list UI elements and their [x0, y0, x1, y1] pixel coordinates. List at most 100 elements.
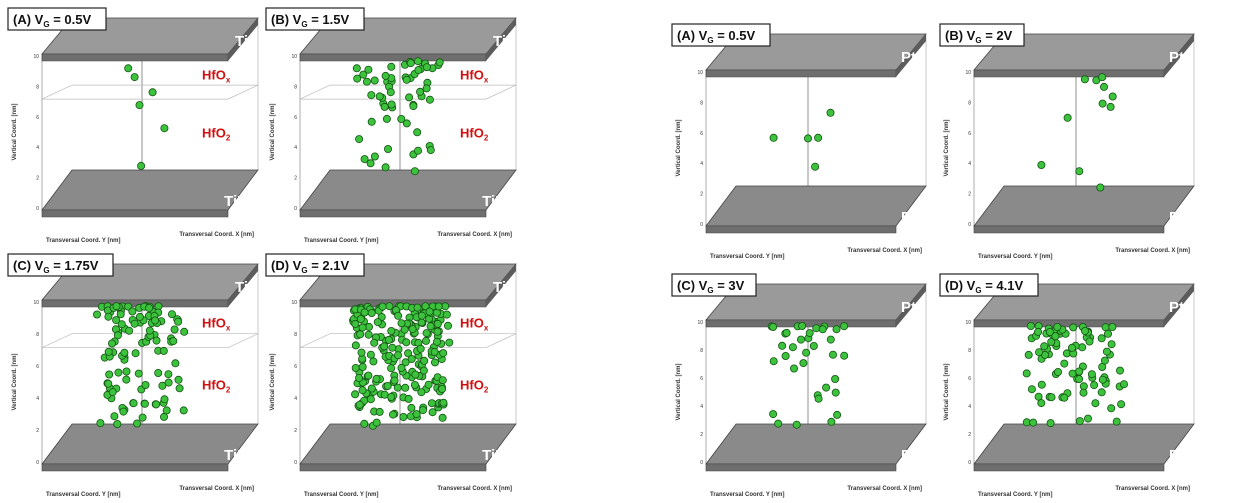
vacancy-particle — [138, 413, 147, 422]
vacancy-particle — [404, 349, 413, 358]
y-tick: 8 — [36, 332, 39, 338]
y-tick: 4 — [36, 396, 39, 402]
vacancy-particle — [1098, 375, 1107, 384]
vacancy-particle — [364, 371, 373, 380]
vacancy-particle — [105, 370, 114, 379]
vacancy-particle — [442, 310, 451, 319]
title-box — [671, 273, 757, 297]
top-electrode-side — [228, 18, 258, 61]
y-tick: 8 — [36, 84, 39, 90]
y-axis-label: Vertical Coord. [nm] — [12, 103, 18, 160]
bottom-electrode-side — [705, 463, 897, 472]
vacancy-particle — [417, 311, 426, 320]
vacancy-particle — [362, 77, 371, 86]
vacancy-particle — [120, 348, 129, 357]
vacancy-particle — [435, 58, 444, 67]
vacancy-particle — [831, 388, 840, 397]
y-tick: 6 — [968, 131, 971, 137]
bottom-metal-label: TiN — [482, 447, 506, 464]
vacancy-particle — [1100, 356, 1109, 365]
y-tick: 2 — [700, 432, 703, 438]
vacancy-particle — [1091, 399, 1100, 408]
vacancy-particle — [774, 419, 783, 428]
bottom-electrode-side — [41, 209, 229, 218]
vacancy-particle — [356, 315, 365, 324]
vacancy-particle — [158, 381, 167, 390]
y-tick: 0 — [700, 460, 703, 466]
vacancy-particle — [418, 406, 427, 415]
y-tick: 4 — [968, 404, 971, 410]
title-box — [7, 7, 107, 31]
vacancy-particle — [822, 383, 831, 392]
vacancy-particle — [130, 319, 139, 328]
x-axis-label-x: Transversal Coord. X [nm] — [437, 486, 512, 492]
vacancy-particle — [110, 412, 119, 421]
vacancy-particle — [421, 336, 430, 345]
layer-label: HfO2 — [202, 126, 231, 143]
vacancy-particle — [175, 384, 184, 393]
x-axis-label-x: Transversal Coord. X [nm] — [1115, 486, 1190, 492]
panel-ti-tin-0: 10 8 6 4 2 0 Vertical Coord. [nm] Transversal C… — [7, 7, 259, 244]
vacancy-particle — [358, 323, 367, 332]
vacancy-particle — [1029, 418, 1038, 427]
vacancy-particle — [387, 62, 396, 71]
vacancy-particle — [840, 351, 849, 360]
vacancy-particle — [1090, 381, 1099, 390]
bottom-electrode-side — [705, 225, 897, 234]
vacancy-particle — [387, 100, 396, 109]
panel-pt-pt-2: 10 8 6 4 2 0 Vertical Coord. [nm] Transversal C… — [671, 273, 927, 498]
layer-label-sub: 2 — [484, 134, 489, 143]
y-tick: 4 — [36, 145, 39, 151]
vacancy-particle — [180, 327, 189, 336]
y-tick: 8 — [968, 348, 971, 354]
panel-title: (D) VG = 4.1V — [939, 273, 1039, 297]
vacancy-particle — [351, 341, 360, 350]
vacancy-particle — [171, 359, 180, 368]
vacancy-particle — [159, 346, 168, 355]
y-tick: 2 — [36, 428, 39, 434]
vacancy-particle — [1024, 350, 1033, 359]
vacancy-particle — [364, 65, 373, 74]
title-tag: (A) V — [677, 28, 708, 43]
top-metal-label: Ti — [493, 279, 506, 296]
vacancy-particle — [117, 320, 126, 329]
panel-pt-pt-0: 10 8 6 4 2 0 Vertical Coord. [nm] Transversal C… — [671, 23, 927, 260]
vacancy-particle — [445, 338, 454, 347]
vacancy-particle — [1096, 183, 1105, 192]
layer-label: HfOx — [460, 68, 489, 85]
vacancy-particle — [430, 347, 439, 356]
layer-label-sub: 2 — [484, 385, 489, 394]
y-tick: 4 — [294, 145, 297, 151]
vacancy-particle — [1068, 369, 1077, 378]
vacancy-particle — [1108, 92, 1117, 101]
title-sub: G — [301, 20, 307, 29]
vacancy-particle — [1087, 370, 1096, 379]
panel-title: (A) VG = 0.5V — [671, 23, 771, 47]
bottom-electrode-side — [973, 463, 1165, 472]
vacancy-particle — [1037, 380, 1046, 389]
y-tick: 0 — [36, 206, 39, 212]
layer-label-main: HfO — [202, 377, 226, 392]
vacancy-particle — [439, 349, 448, 358]
panel-title: (B) VG = 1.5V — [265, 7, 365, 31]
layer-label-sub: x — [484, 76, 489, 85]
vacancy-particle — [424, 380, 433, 389]
x-axis-label-y: Transversal Coord. Y [nm] — [46, 492, 120, 498]
y-tick: 2 — [36, 176, 39, 182]
vacancy-particle — [167, 310, 176, 319]
y-tick: 10 — [697, 320, 703, 326]
vacancy-particle — [1104, 329, 1113, 338]
vacancy-particle — [104, 312, 113, 321]
title-box — [671, 23, 771, 47]
vacancy-particle — [1035, 348, 1044, 357]
vacancy-particle — [422, 84, 431, 93]
layer-label-sub: x — [226, 323, 231, 332]
vacancy-particle — [135, 101, 144, 110]
vacancy-particle — [407, 403, 416, 412]
vacancy-particle — [413, 57, 422, 66]
layer-label-sub: 2 — [226, 385, 231, 394]
vacancy-particle — [402, 75, 411, 84]
vacancy-particle — [798, 321, 807, 330]
vacancy-particle — [357, 348, 366, 357]
vacancy-particle — [426, 322, 435, 331]
